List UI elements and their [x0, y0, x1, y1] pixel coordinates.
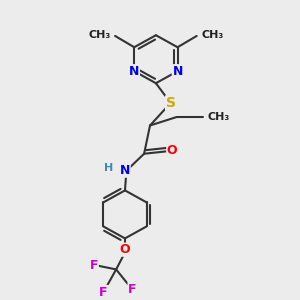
Text: N: N [172, 65, 183, 78]
Text: F: F [128, 283, 136, 296]
Text: O: O [167, 144, 177, 158]
Text: F: F [99, 286, 107, 298]
Text: CH₃: CH₃ [201, 29, 224, 40]
Text: CH₃: CH₃ [88, 29, 111, 40]
Text: N: N [129, 65, 140, 78]
Text: S: S [166, 96, 176, 110]
Text: O: O [120, 243, 130, 256]
Text: N: N [120, 164, 130, 177]
Text: F: F [90, 259, 98, 272]
Text: CH₃: CH₃ [207, 112, 230, 122]
Text: H: H [104, 163, 113, 173]
